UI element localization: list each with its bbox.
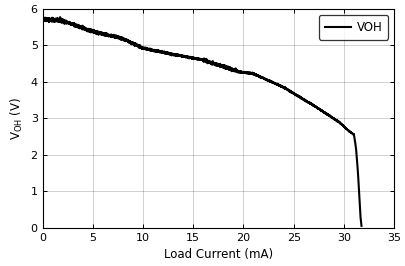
VOH bbox=[358, 224, 363, 227]
Y-axis label: $\mathregular{V_{OH}}$ (V): $\mathregular{V_{OH}}$ (V) bbox=[9, 97, 25, 140]
VOH bbox=[40, 17, 45, 20]
VOH bbox=[348, 131, 353, 134]
VOH bbox=[160, 50, 165, 53]
VOH bbox=[280, 86, 285, 89]
VOH bbox=[106, 33, 111, 36]
Line: VOH: VOH bbox=[43, 17, 360, 226]
VOH bbox=[58, 15, 62, 19]
X-axis label: Load Current (mA): Load Current (mA) bbox=[163, 248, 272, 261]
VOH bbox=[299, 97, 304, 100]
VOH bbox=[40, 18, 45, 21]
Legend: VOH: VOH bbox=[318, 15, 387, 40]
